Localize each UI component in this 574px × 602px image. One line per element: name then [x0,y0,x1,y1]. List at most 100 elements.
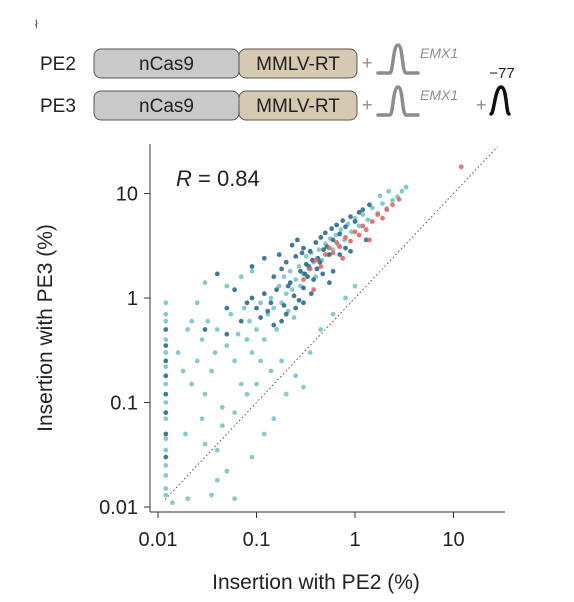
data-point [163,447,169,453]
data-point [163,327,169,332]
data-point [301,300,306,306]
data-point [343,235,348,240]
data-point [261,255,267,261]
data-point [163,350,169,355]
data-point [224,468,230,474]
data-point [276,283,282,289]
data-point [214,447,220,453]
data-point [202,327,208,332]
data-point [314,266,320,272]
data-point [311,287,316,293]
y-tick-label: 10 [116,184,138,206]
data-point [247,318,252,324]
data-point [356,223,362,229]
data-point [330,250,336,256]
data-point [170,500,175,506]
data-point [281,303,287,308]
data-point [163,337,169,342]
scatter-plot: 0.01 0.1 1 10 0.01 0.1 1 10 R = 0.84 Insertion… [34,144,505,594]
plus-sign: + [362,95,373,115]
data-point [330,237,336,243]
data-point [352,219,358,224]
data-point [337,231,343,237]
data-point [348,238,353,244]
data-point [268,300,274,306]
data-point [356,210,362,215]
data-point [238,381,244,387]
data-point [337,252,343,257]
data-point [224,283,230,289]
data-point [163,473,169,478]
data-point [163,364,169,370]
y-tick-label: 0.1 [110,393,138,415]
data-point [360,207,366,213]
data-point [163,454,169,460]
data-point [271,322,277,328]
data-point [329,226,335,232]
plus-sign: + [362,53,373,73]
data-point [360,212,366,217]
data-point [268,368,274,374]
data-point [295,237,300,243]
data-point [214,477,220,483]
data-point [163,431,169,437]
data-point [254,305,259,311]
data-point [390,202,395,208]
data-point [283,291,289,297]
data-point [232,358,238,364]
data-point [189,381,195,387]
data-point [235,331,241,337]
data-point [219,404,225,410]
rt-domain [238,48,358,79]
data-point [279,358,284,364]
data-point [244,337,250,342]
data-point [232,496,238,502]
data-point [202,441,208,447]
data-point [317,259,323,265]
data-point [340,218,346,224]
data-point [330,268,336,274]
data-point [276,252,282,257]
data-point [327,252,332,257]
data-point [265,308,271,314]
construct-name: PE2 [40,54,76,75]
data-point [283,311,289,317]
ncas9-label: nCas9 [139,96,194,117]
data-point [356,232,362,238]
data-point [386,188,392,194]
data-point [307,266,313,272]
ncas9-label: nCas9 [139,54,194,75]
data-point [258,300,263,306]
data-point [289,287,295,293]
data-point [322,252,328,257]
data-point [301,277,306,282]
data-point [367,237,372,243]
data-point [458,164,464,170]
data-point [214,271,220,277]
x-tick-label: 10 [442,529,464,551]
data-point [303,254,309,259]
data-point [232,287,238,293]
data-point [403,184,409,190]
data-point [281,274,287,280]
data-point [163,373,169,379]
data-point [308,291,314,297]
data-point [163,416,169,422]
data-point [296,297,302,303]
data-point [396,196,402,202]
data-point [333,232,339,238]
data-point [322,230,328,236]
data-point [249,264,255,269]
data-point [163,463,169,468]
data-point [219,423,225,429]
data-point [299,250,305,256]
construct-pe2: PE2 nCas9 MMLV-RT + EMX1 [40,43,458,79]
data-point [367,202,372,208]
data-point [375,212,381,217]
data-point [293,277,299,282]
data-point [249,350,255,355]
data-point [261,431,267,437]
data-point [261,291,267,297]
data-point [258,315,263,320]
data-point [224,343,230,348]
